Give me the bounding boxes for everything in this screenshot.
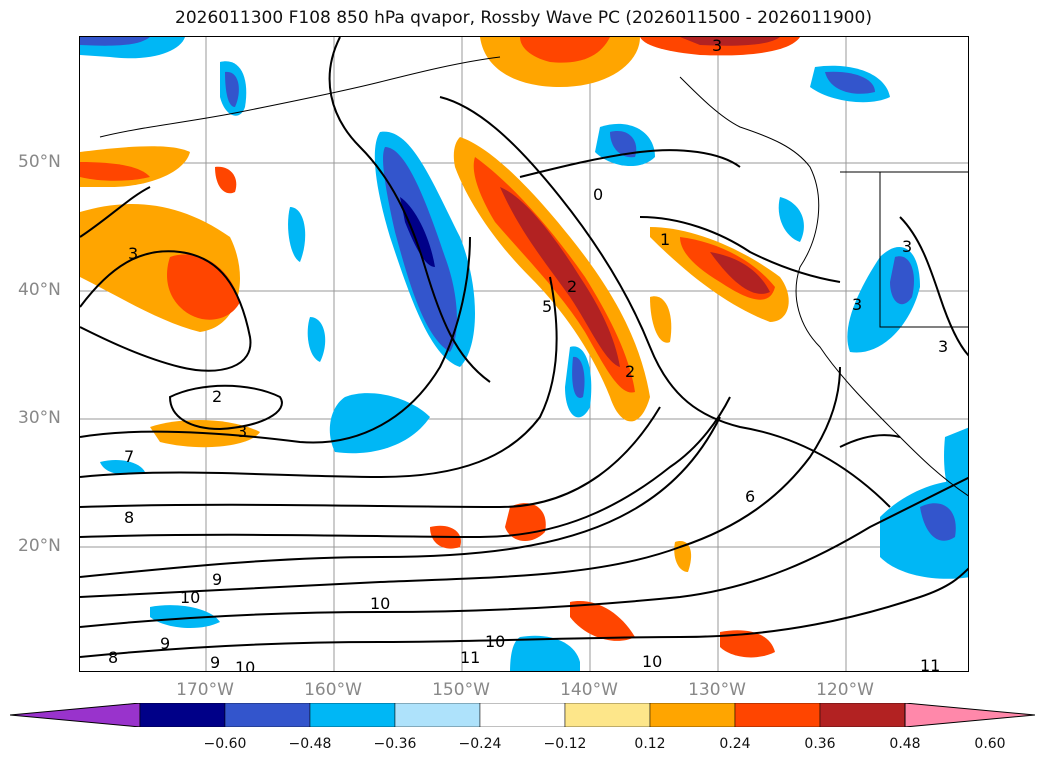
colorbar-tick-label: −0.24 (458, 736, 502, 752)
lon-label: 150°W (432, 680, 490, 700)
contour-label: 10 (235, 658, 255, 672)
map-svg: 3 2 3 7 8 9 10 9 8 10 10 9 10 11 5 2 2 0… (80, 37, 968, 672)
colorbar-swatch (224, 703, 311, 727)
contour-label: 0 (593, 185, 603, 204)
contour-label-layer: 3 2 3 7 8 9 10 9 8 10 10 9 10 11 5 2 2 0… (108, 37, 948, 672)
colorbar-tick-label: 0.60 (974, 736, 1006, 752)
lat-label: 50°N (18, 152, 61, 172)
contour-label: 3 (712, 37, 722, 55)
lon-label: 130°W (688, 680, 746, 700)
colorbar-swatch (734, 703, 821, 727)
colorbar-swatch (819, 703, 906, 727)
colorbar-swatch (649, 703, 736, 727)
contour-label: 3 (902, 237, 912, 256)
colorbar-tick-label: 0.48 (889, 736, 921, 752)
contour-label: 11 (460, 648, 480, 667)
colorbar-tick-label: 0.12 (634, 736, 666, 752)
colorbar-swatch (394, 703, 481, 727)
colorbar-extend-high (904, 703, 1035, 727)
contour-label: 2 (567, 277, 577, 296)
map-panel: 3 2 3 7 8 9 10 9 8 10 10 9 10 11 5 2 2 0… (79, 36, 969, 672)
contour-label: 11 (920, 656, 940, 672)
contour-label: 8 (108, 648, 118, 667)
contour-label: 6 (745, 487, 755, 506)
contour-label: 9 (160, 634, 170, 653)
map-title: 2026011300 F108 850 hPa qvapor, Rossby W… (175, 8, 872, 28)
colorbar-tick-label: −0.48 (288, 736, 332, 752)
contour-label: 3 (852, 295, 862, 314)
contour-label: 9 (212, 570, 222, 589)
colorbar-tick-label: 0.36 (804, 736, 836, 752)
colorbar-swatch (139, 703, 226, 727)
contour-label: 2 (625, 362, 635, 381)
lon-label: 160°W (304, 680, 362, 700)
colorbar-swatch (309, 703, 396, 727)
contour-label: 1 (660, 230, 670, 249)
rossby-contours (80, 37, 968, 658)
lon-label: 170°W (176, 680, 234, 700)
lon-label: 140°W (560, 680, 618, 700)
contour-label: 7 (124, 447, 134, 466)
lon-label: 120°W (816, 680, 874, 700)
contour-label: 3 (128, 244, 138, 263)
contour-label: 3 (237, 422, 247, 441)
lat-label: 30°N (18, 408, 61, 428)
contour-label: 10 (370, 594, 390, 613)
colorbar-tick-label: −0.12 (543, 736, 587, 752)
contour-label: 5 (542, 297, 552, 316)
colorbar-swatch (564, 703, 651, 727)
colorbar-tick-label: 0.24 (719, 736, 751, 752)
contour-label: 8 (124, 508, 134, 527)
colorbar-tick-label: −0.60 (203, 736, 247, 752)
contour-label: 9 (210, 653, 220, 672)
contour-label: 10 (642, 652, 662, 671)
colorbar-tick-label: −0.36 (373, 736, 417, 752)
contour-label: 10 (180, 588, 200, 607)
contour-label: 3 (938, 337, 948, 356)
contour-label: 10 (485, 632, 505, 651)
lat-label: 20°N (18, 536, 61, 556)
lat-label: 40°N (18, 280, 61, 300)
colorbar-extend-low (10, 703, 141, 727)
colorbar (10, 703, 1035, 727)
colorbar-swatch (479, 703, 566, 727)
contour-label: 2 (212, 387, 222, 406)
